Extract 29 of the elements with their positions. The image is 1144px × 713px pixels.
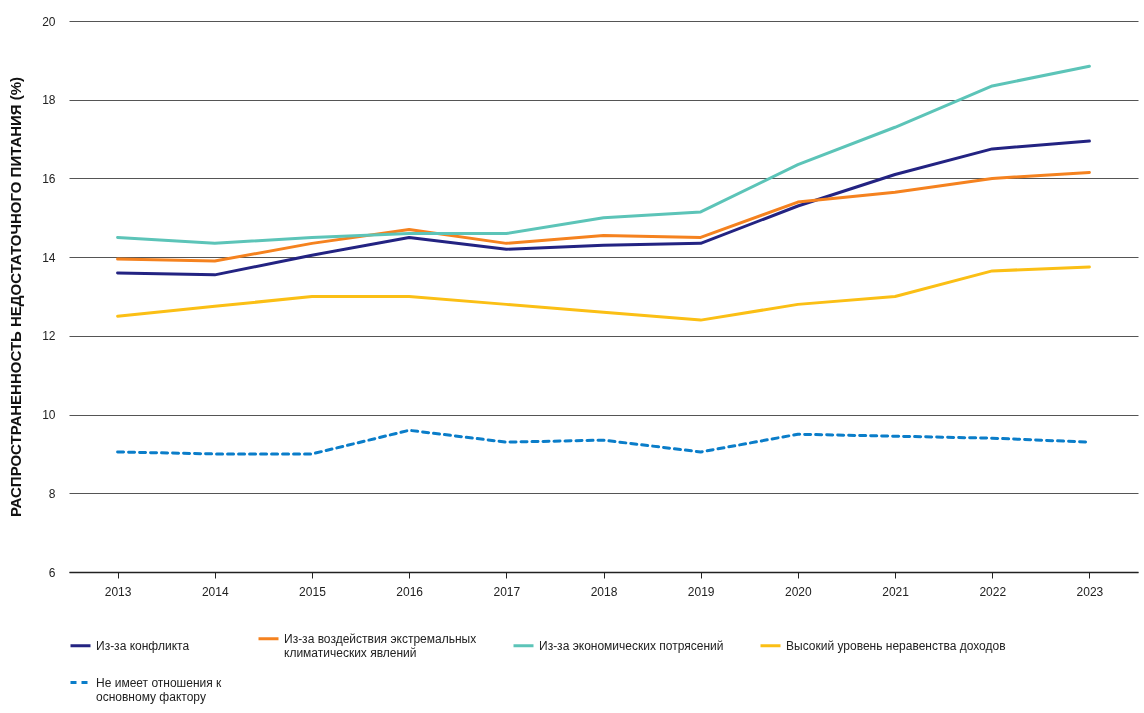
x-tick-label: 2013 (104, 584, 132, 599)
x-tick-label: 2019 (687, 584, 715, 599)
y-tick-label: 6 (48, 565, 56, 580)
x-tick-label: 2015 (299, 584, 327, 599)
line-series (116, 171, 1091, 263)
legend-label: Из-за конфликта (96, 638, 190, 653)
x-tick-label: 2014 (201, 584, 229, 599)
x-tick-label: 2018 (590, 584, 618, 599)
legend-label: Не имеет отношения к основному фактору (96, 675, 223, 704)
x-tick-label: 2016 (396, 584, 424, 599)
line-series (116, 139, 1091, 277)
y-tick-label: 10 (42, 408, 56, 423)
y-tick-label: 8 (48, 486, 56, 501)
y-tick-label: 18 (42, 93, 56, 108)
x-tick-label: 2022 (979, 584, 1007, 599)
y-axis-title: РАСПРОСТРАНЕННОСТЬ НЕДОСТАТОЧНОГО ПИТАНИЯ (%) (7, 76, 25, 518)
y-tick-label: 12 (42, 329, 56, 344)
x-tick-label: 2021 (882, 584, 910, 599)
line-series (116, 64, 1091, 245)
y-tick-label: 16 (42, 171, 56, 186)
line-series (116, 265, 1091, 322)
x-tick-label: 2017 (493, 584, 521, 599)
legend-label: Из-за воздействия экстремальных климатических явлений (284, 631, 477, 660)
x-tick-label: 2023 (1076, 584, 1104, 599)
y-tick-label: 14 (42, 250, 56, 265)
legend-label: Высокий уровень неравенства доходов (786, 638, 1006, 653)
x-tick-label: 2020 (785, 584, 813, 599)
legend-label: Из-за экономических потрясений (539, 638, 724, 653)
y-tick-label: 20 (42, 14, 56, 29)
